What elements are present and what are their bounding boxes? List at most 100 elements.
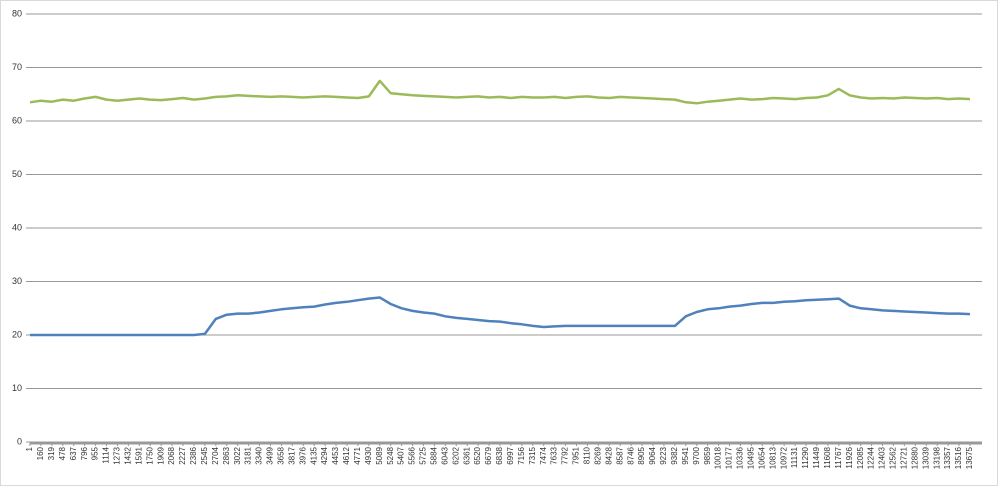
y-tick-label: 50: [12, 169, 22, 179]
series-line: [29, 79, 971, 105]
x-tick-label: 1: [25, 446, 34, 451]
y-tick-label: 60: [12, 115, 22, 125]
x-tick-label: 13675: [965, 446, 974, 469]
x-tick-label: 11767: [834, 446, 843, 468]
x-tick-label: 6520: [473, 446, 482, 464]
x-tick-label: 12562: [889, 446, 898, 469]
y-tick-label: 70: [12, 62, 22, 72]
x-tick-label: 319: [47, 446, 56, 460]
x-tick-label: 478: [58, 446, 67, 460]
x-tick-label: 2704: [211, 446, 220, 464]
x-tick-label: 3499: [266, 446, 275, 464]
x-tick-label: 796: [80, 446, 89, 460]
x-tick-label: 12880: [910, 446, 919, 469]
x-tick-label: 7474: [539, 446, 548, 464]
series-line: [30, 296, 971, 337]
x-tick-label: 1432: [123, 446, 132, 464]
x-tick-label: 12403: [878, 446, 887, 469]
x-tick-label: 3181: [244, 446, 253, 464]
x-tick-label: 2227: [178, 446, 187, 464]
x-tick-label: 6361: [462, 446, 471, 464]
x-tick-label: 9859: [703, 446, 712, 464]
x-tick-label: 10972: [779, 446, 788, 469]
x-tick-label: 1909: [156, 446, 165, 464]
x-tick-label: 9541: [681, 446, 690, 464]
x-tick-label: 7792: [561, 446, 570, 464]
y-tick-label: 20: [12, 329, 22, 339]
y-tick-label: 10: [12, 383, 22, 393]
x-tick-label: 13357: [943, 446, 952, 469]
x-tick-label: 6838: [495, 446, 504, 464]
x-tick-label: 4294: [320, 446, 329, 464]
x-tick-label: 10018: [714, 446, 723, 469]
x-tick-label: 8587: [615, 446, 624, 464]
x-tick-label: 5884: [430, 446, 439, 464]
x-tick-label: 4135: [309, 446, 318, 464]
y-tick-label: 30: [12, 276, 22, 286]
y-tick-label: 80: [12, 8, 22, 18]
x-tick-label: 9700: [692, 446, 701, 464]
x-tick-label: 8746: [626, 446, 635, 464]
x-tick-label: 6043: [440, 446, 449, 464]
x-tick-label: 4612: [342, 446, 351, 464]
x-tick-label: 10177: [725, 446, 734, 469]
x-tick-label: 4930: [364, 446, 373, 464]
x-tick-label: 1591: [134, 446, 143, 464]
x-tick-label: 12721: [900, 446, 909, 469]
x-tick-label: 2386: [189, 446, 198, 464]
x-tick-label: 10813: [768, 446, 777, 469]
x-tick-label: 11290: [801, 446, 810, 468]
x-tick-label: 13516: [954, 446, 963, 469]
x-tick-label: 13039: [921, 446, 930, 469]
x-tick-label: 3658: [276, 446, 285, 464]
x-tick-label: 1750: [145, 446, 154, 464]
x-tick-label: 6679: [484, 446, 493, 464]
x-tick-label: 1273: [113, 446, 122, 464]
x-tick-label: 11608: [823, 446, 832, 468]
x-tick-label: 9223: [659, 446, 668, 464]
x-tick-label: 6997: [506, 446, 515, 464]
x-tick-label: 955: [91, 446, 100, 460]
x-tick-label: 8269: [593, 446, 602, 464]
x-tick-label: 3817: [287, 446, 296, 464]
x-tick-label: 5248: [386, 446, 395, 464]
x-tick-label: 4453: [331, 446, 340, 464]
x-tick-label: 2863: [222, 446, 231, 464]
x-tick-label: 4771: [353, 446, 362, 464]
y-tick-label: 0: [17, 436, 22, 446]
x-tick-label: 8905: [637, 446, 646, 464]
x-tick-label: 11449: [812, 446, 821, 468]
x-tick-label: 7951: [572, 446, 581, 464]
x-tick-label: 3340: [255, 446, 264, 464]
x-tick-label: 5725: [419, 446, 428, 464]
x-tick-label: 9064: [648, 446, 657, 464]
x-tick-label: 637: [69, 446, 78, 460]
x-tick-label: 7633: [550, 446, 559, 464]
x-tick-label: 12085: [856, 446, 865, 469]
x-tick-label: 5089: [375, 446, 384, 464]
x-tick-label: 5407: [397, 446, 406, 464]
x-tick-label: 7156: [517, 446, 526, 464]
x-tick-label: 11926: [845, 446, 854, 468]
x-tick-label: 5566: [408, 446, 417, 464]
x-tick-label: 160: [36, 446, 45, 460]
x-tick-label: 2545: [200, 446, 209, 464]
x-tick-label: 7315: [528, 446, 537, 464]
x-tick-label: 10654: [757, 446, 766, 469]
x-tick-label: 3976: [298, 446, 307, 464]
x-tick-label: 8110: [583, 446, 592, 464]
x-tick-label: 11131: [790, 446, 799, 468]
x-tick-label: 9382: [670, 446, 679, 464]
x-tick-label: 10495: [746, 446, 755, 469]
x-tick-label: 8428: [604, 446, 613, 464]
x-tick-label: 3022: [233, 446, 242, 464]
y-tick-label: 40: [12, 222, 22, 232]
x-tick-label: 6202: [451, 446, 460, 464]
x-tick-label: 12244: [867, 446, 876, 469]
x-tick-label: 2068: [167, 446, 176, 464]
x-tick-label: 1114: [102, 446, 111, 463]
x-tick-label: 13198: [932, 446, 941, 469]
